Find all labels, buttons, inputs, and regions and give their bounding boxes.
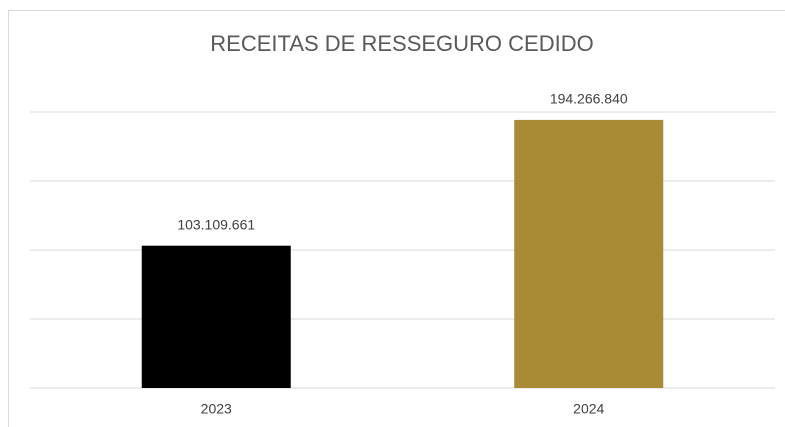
x-tick-label: 2024 (573, 401, 604, 417)
bar (141, 245, 291, 388)
bar (514, 119, 664, 389)
value-label: 103.109.661 (177, 216, 255, 232)
value-label: 194.266.840 (550, 91, 628, 107)
chart-title: RECEITAS DE RESSEGURO CEDIDO (210, 31, 593, 56)
x-tick-label: 2023 (201, 401, 232, 417)
chart-frame (8, 10, 785, 427)
